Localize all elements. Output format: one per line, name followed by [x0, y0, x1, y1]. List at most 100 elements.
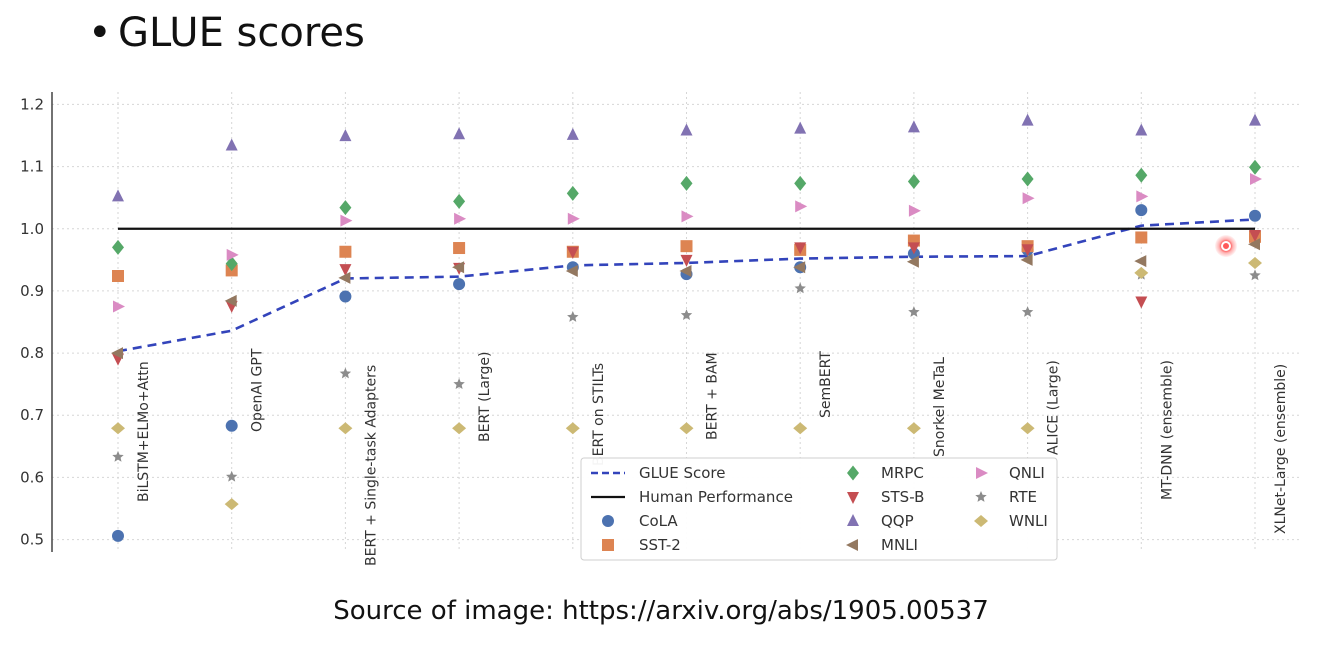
- qnli-point: [113, 300, 125, 313]
- legend-label: Human Performance: [639, 488, 793, 506]
- qnli-point: [681, 210, 694, 223]
- wnli-point: [906, 422, 921, 435]
- qnli-point: [1136, 190, 1149, 203]
- rte-point: [908, 306, 920, 317]
- wnli-point: [1020, 422, 1035, 435]
- wnli-point: [111, 422, 125, 435]
- legend-label: CoLA: [639, 512, 678, 530]
- y-tick-label: 1.2: [20, 95, 44, 113]
- rte-point: [339, 367, 352, 379]
- wnli-point: [452, 422, 467, 435]
- y-tick-label: 0.9: [20, 282, 44, 300]
- x-category-label: Snorkel MeTaL: [932, 357, 948, 457]
- qnli-point: [1250, 173, 1262, 186]
- glue-score-line: [117, 218, 1256, 353]
- qqp-point: [566, 127, 579, 140]
- legend-label: GLUE Score: [639, 464, 725, 482]
- legend-marker: [975, 491, 987, 502]
- x-category-label: XLNet-Large (ensemble): [1273, 364, 1289, 534]
- mrpc-point: [1249, 159, 1261, 175]
- cola-point: [339, 290, 352, 303]
- sts-b-point: [1249, 229, 1261, 242]
- qqp-point: [794, 121, 807, 134]
- qnli-point: [908, 204, 921, 217]
- legend-label: QNLI: [1009, 464, 1045, 482]
- rte-point: [794, 282, 806, 294]
- x-category-label: BiLSTM+ELMo+Attn: [136, 361, 152, 502]
- legend-marker: [847, 514, 859, 526]
- sst-2-point: [112, 270, 124, 282]
- qqp-point: [680, 123, 693, 136]
- wnli-point: [1134, 266, 1149, 279]
- wnli-point: [224, 498, 239, 511]
- slide-title-text: GLUE scores: [118, 10, 365, 56]
- x-category-label: OpenAI GPT: [250, 348, 266, 432]
- qnli-point: [567, 212, 580, 225]
- cola-point: [1135, 204, 1148, 217]
- qnli-point: [226, 248, 239, 261]
- sst-2-point: [680, 240, 693, 253]
- slide-title: • GLUE scores: [88, 10, 365, 56]
- qnli-point: [340, 214, 353, 227]
- cola-point: [1249, 209, 1261, 222]
- mnli-point: [1020, 253, 1033, 266]
- y-tick-label: 1.0: [20, 220, 44, 238]
- qqp-point: [1135, 123, 1148, 136]
- x-category-label: BERT (Large): [477, 352, 493, 442]
- wnli-point: [338, 422, 353, 435]
- legend-label: MRPC: [881, 464, 924, 482]
- y-tick-label: 1.1: [20, 158, 44, 176]
- x-category-label: MT-DNN (ensemble): [1159, 360, 1175, 500]
- mnli-point: [338, 271, 351, 284]
- mrpc-point: [907, 174, 920, 190]
- mrpc-point: [339, 200, 352, 216]
- qqp-point: [907, 120, 920, 133]
- mrpc-point: [566, 185, 579, 201]
- x-category-label: BERT + Single-task Adapters: [363, 365, 379, 566]
- legend-marker: [602, 515, 614, 527]
- legend-label: MNLI: [881, 536, 918, 554]
- mrpc-point: [1021, 171, 1034, 187]
- cursor-highlight: [1215, 235, 1237, 257]
- rte-point: [567, 311, 579, 322]
- legend-marker: [974, 515, 988, 527]
- rte-point: [1249, 269, 1261, 281]
- sst-2-point: [453, 242, 466, 255]
- mnli-point: [679, 265, 692, 278]
- y-tick-label: 0.7: [20, 406, 44, 424]
- mrpc-point: [453, 193, 466, 209]
- legend-marker: [602, 539, 614, 551]
- cola-point: [112, 529, 124, 542]
- mnli-point: [224, 294, 237, 307]
- qqp-point: [1249, 113, 1261, 126]
- rte-point: [453, 378, 465, 389]
- wnli-point: [793, 422, 808, 435]
- cola-point: [453, 278, 466, 291]
- qqp-point: [112, 189, 124, 202]
- mnli-point: [906, 255, 919, 268]
- mnli-point: [111, 347, 123, 360]
- legend-marker: [846, 539, 858, 551]
- mnli-point: [1248, 238, 1260, 251]
- mnli-point: [565, 265, 578, 278]
- y-tick-label: 0.8: [20, 344, 44, 362]
- sts-b-point: [1021, 244, 1034, 257]
- wnli-point: [565, 422, 580, 435]
- sts-b-point: [339, 264, 352, 277]
- mrpc-point: [1135, 167, 1148, 183]
- sts-b-point: [907, 242, 920, 255]
- x-category-label: SemBERT: [818, 351, 834, 418]
- wnli-point: [679, 422, 694, 435]
- sts-b-point: [1135, 296, 1148, 309]
- qnli-point: [1022, 192, 1035, 205]
- rte-point: [680, 309, 693, 320]
- sts-b-point: [794, 242, 807, 255]
- rte-point: [226, 470, 238, 482]
- y-tick-label: 0.6: [20, 468, 44, 486]
- sst-2-point: [1135, 231, 1148, 244]
- mnli-point: [793, 261, 806, 274]
- x-category-label: BERT + BAM: [705, 352, 721, 440]
- legend-marker: [847, 492, 859, 504]
- cola-point: [225, 419, 238, 432]
